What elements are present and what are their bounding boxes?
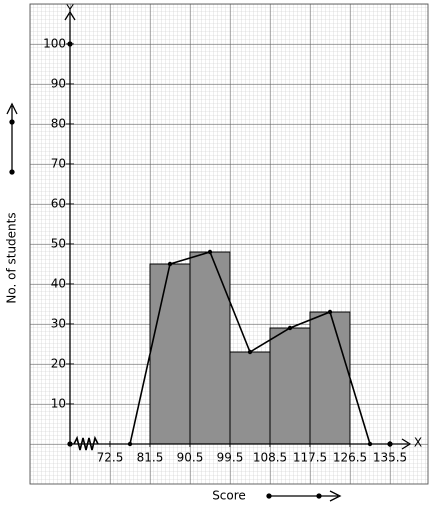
x-axis-letter: X	[414, 436, 422, 450]
y-tick-label: 60	[51, 197, 66, 211]
polygon-point	[207, 249, 213, 255]
y-tick-label: 40	[51, 277, 66, 291]
label-arrows	[6, 102, 342, 502]
plot	[127, 249, 373, 447]
x-tick-label: 90.5	[177, 451, 204, 465]
bar	[229, 351, 271, 445]
y-tick-label: 70	[51, 157, 66, 171]
x-tick-label: 126.5	[333, 451, 367, 465]
polygon-point	[247, 349, 253, 355]
bar	[189, 251, 231, 445]
y-tick-label: 80	[51, 117, 66, 131]
bar	[149, 263, 191, 445]
x-tick-label: 99.5	[217, 451, 244, 465]
x-tick-label: 117.5	[293, 451, 327, 465]
polygon-point	[327, 309, 333, 315]
bar	[269, 327, 311, 445]
x-tick-label: 108.5	[253, 451, 287, 465]
polygon-point	[287, 325, 293, 331]
x-axis-label: Score	[212, 489, 246, 503]
y-axis-label: No. of students	[5, 212, 19, 303]
y-tick-label: 10	[51, 397, 66, 411]
y-tick-label: 90	[51, 77, 66, 91]
x-tick-label: 81.5	[137, 451, 164, 465]
y-axis-letter: Y	[65, 3, 74, 17]
y-tick-label: 50	[51, 237, 66, 251]
y-tick-label: 30	[51, 317, 66, 331]
graph-paper	[29, 3, 429, 485]
polygon-point	[167, 261, 173, 267]
x-tick-label: 72.5	[97, 451, 124, 465]
y-tick-label: 100	[43, 37, 66, 51]
y-tick-label: 20	[51, 357, 66, 371]
axes	[64, 10, 412, 451]
bar	[309, 311, 351, 445]
x-tick-label: 135.5	[373, 451, 407, 465]
